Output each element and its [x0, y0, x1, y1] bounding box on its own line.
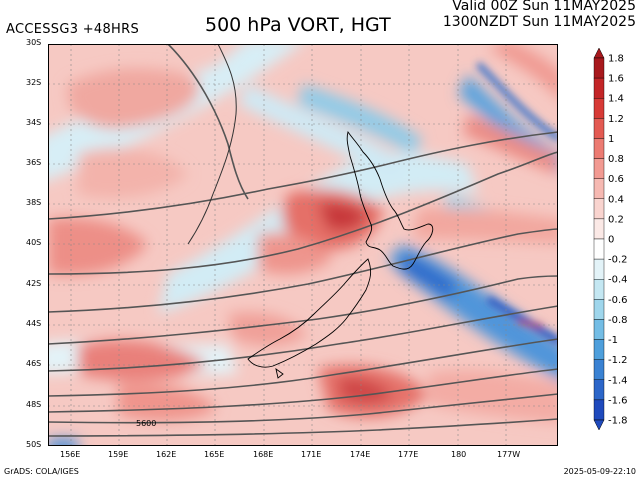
colorbar-top-arrow [593, 48, 605, 59]
lon-label-177w: 177W [497, 450, 521, 459]
valid-time-local: 1300NZDT Sun 11MAY2025 [442, 14, 636, 30]
australia-coastline [187, 44, 237, 245]
colorbar-box [593, 118, 605, 139]
colorbar-tick-label: 1.2 [608, 114, 624, 125]
lat-label-32s: 32S [26, 78, 42, 87]
colorbar-tick-label: -1.4 [608, 375, 628, 386]
colorbar: 1.8 1.6 1.4 1.2 1 0.8 0.6 0.4 0.2 0 -0.2 -0.4 -0.6 -0… [593, 48, 628, 431]
chart-title: 500 hPa VORT, HGT [205, 14, 391, 36]
colorbar-tick-label: -0.8 [608, 315, 628, 326]
colorbar-box [593, 218, 605, 240]
lon-label-171e: 171E [301, 450, 322, 459]
colorbar-tick-label: 1.6 [608, 74, 624, 85]
height-contours [48, 44, 558, 437]
generation-timestamp: 2025-05-09-22:10 [563, 467, 636, 476]
colorbar-box [593, 158, 605, 179]
model-label: ACCESSG3 +48HRS [6, 22, 140, 37]
colorbar-tick-label: -1.8 [608, 416, 628, 427]
colorbar-tick-label: -1 [608, 335, 618, 346]
colorbar-tick-label: -0.6 [608, 295, 628, 306]
colorbar-tick-label: 0.6 [608, 174, 624, 185]
new-zealand-coastline [247, 130, 434, 379]
colorbar-box [593, 379, 605, 401]
colorbar-box [593, 98, 605, 119]
colorbar-tick-label: 0.2 [608, 214, 624, 225]
colorbar-box [593, 178, 605, 199]
colorbar-box [593, 57, 605, 79]
colorbar-box [593, 359, 605, 380]
contour-label: 5600 [136, 419, 156, 428]
lon-label-177e: 177E [398, 450, 419, 459]
lon-label-156e: 156E [60, 450, 81, 459]
latitude-axis: 30S 32S 34S 36S 38S 40S 42S 44S 46S 48S … [0, 0, 48, 480]
longitude-axis: 156E 159E 162E 165E 168E 171E 174E 177E … [0, 450, 560, 464]
source-credit: GrADS: COLA/IGES [4, 467, 79, 476]
colorbar-tick-label: 0.4 [608, 194, 624, 205]
lon-label-165e: 165E [204, 450, 225, 459]
colorbar-tick-label: 1.4 [608, 94, 624, 105]
vorticity-map: 5600 [48, 44, 558, 446]
map-frame [48, 44, 558, 446]
colorbar-box [593, 77, 605, 99]
colorbar-box [593, 198, 605, 220]
colorbar-tick-label: -0.4 [608, 275, 628, 286]
colorbar-box [593, 258, 605, 280]
vorticity-field [48, 44, 558, 446]
colorbar-tick-label: -1.6 [608, 395, 628, 406]
lat-label-42s: 42S [26, 279, 42, 288]
lat-label-50s: 50S [26, 440, 42, 449]
colorbar-boxes [593, 48, 605, 431]
lat-label-44s: 44S [26, 319, 42, 328]
colorbar-box [593, 279, 605, 300]
lat-label-36s: 36S [26, 158, 42, 167]
colorbar-tick-label: -1.2 [608, 355, 628, 366]
colorbar-tick-label: 0 [608, 235, 614, 246]
lat-label-46s: 46S [26, 359, 42, 368]
colorbar-box [593, 339, 605, 360]
lon-label-174e: 174E [350, 450, 371, 459]
lat-label-40s: 40S [26, 238, 42, 247]
colorbar-box [593, 238, 605, 260]
colorbar-box [593, 299, 605, 320]
colorbar-box [593, 399, 605, 421]
lat-label-38s: 38S [26, 198, 42, 207]
lat-label-48s: 48S [26, 400, 42, 409]
colorbar-tick-label: -0.2 [608, 255, 628, 266]
colorbar-box [593, 138, 605, 159]
lon-label-180: 180 [451, 450, 467, 459]
colorbar-labels: 1.8 1.6 1.4 1.2 1 0.8 0.6 0.4 0.2 0 -0.2 -0.4 -0.6 -0… [608, 54, 628, 427]
lat-label-30s: 30S [26, 38, 42, 47]
colorbar-tick-label: 1 [608, 134, 614, 145]
lat-label-34s: 34S [26, 118, 42, 127]
colorbar-tick-label: 0.8 [608, 154, 624, 165]
lon-label-162e: 162E [156, 450, 177, 459]
colorbar-box [593, 319, 605, 340]
lon-label-168e: 168E [253, 450, 274, 459]
colorbar-bottom-arrow [593, 419, 605, 431]
colorbar-tick-label: 1.8 [608, 54, 624, 65]
lon-label-159e: 159E [108, 450, 129, 459]
valid-time-utc: Valid 00Z Sun 11MAY2025 [452, 0, 636, 14]
